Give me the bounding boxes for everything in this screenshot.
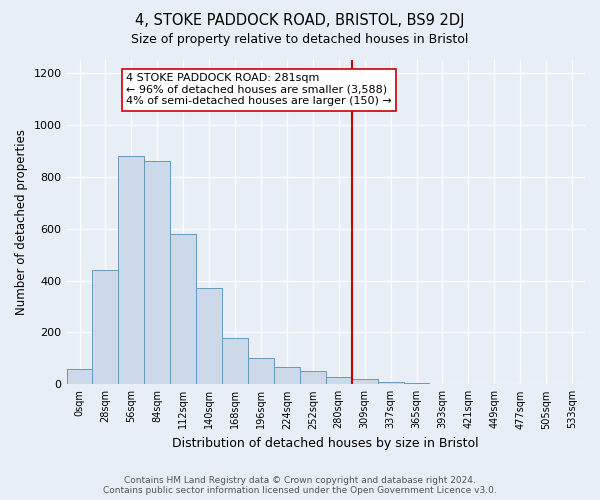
Bar <box>274 368 300 384</box>
Bar <box>118 156 145 384</box>
Bar <box>170 234 196 384</box>
Bar <box>67 368 92 384</box>
Bar <box>196 288 222 384</box>
Bar <box>145 161 170 384</box>
Bar <box>92 270 118 384</box>
X-axis label: Distribution of detached houses by size in Bristol: Distribution of detached houses by size … <box>172 437 479 450</box>
Text: 4, STOKE PADDOCK ROAD, BRISTOL, BS9 2DJ: 4, STOKE PADDOCK ROAD, BRISTOL, BS9 2DJ <box>135 12 465 28</box>
Bar <box>404 383 430 384</box>
Y-axis label: Number of detached properties: Number of detached properties <box>15 129 28 315</box>
Bar <box>352 379 377 384</box>
Bar <box>377 382 404 384</box>
Text: Size of property relative to detached houses in Bristol: Size of property relative to detached ho… <box>131 32 469 46</box>
Bar <box>300 372 326 384</box>
Bar <box>222 338 248 384</box>
Bar <box>326 376 352 384</box>
Text: 4 STOKE PADDOCK ROAD: 281sqm
← 96% of detached houses are smaller (3,588)
4% of : 4 STOKE PADDOCK ROAD: 281sqm ← 96% of de… <box>126 73 392 106</box>
Text: Contains HM Land Registry data © Crown copyright and database right 2024.
Contai: Contains HM Land Registry data © Crown c… <box>103 476 497 495</box>
Bar <box>248 358 274 384</box>
